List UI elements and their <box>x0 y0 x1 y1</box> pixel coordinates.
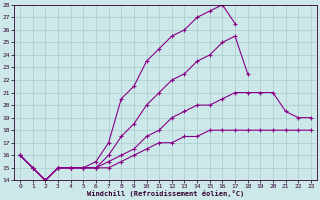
X-axis label: Windchill (Refroidissement éolien,°C): Windchill (Refroidissement éolien,°C) <box>87 190 244 197</box>
